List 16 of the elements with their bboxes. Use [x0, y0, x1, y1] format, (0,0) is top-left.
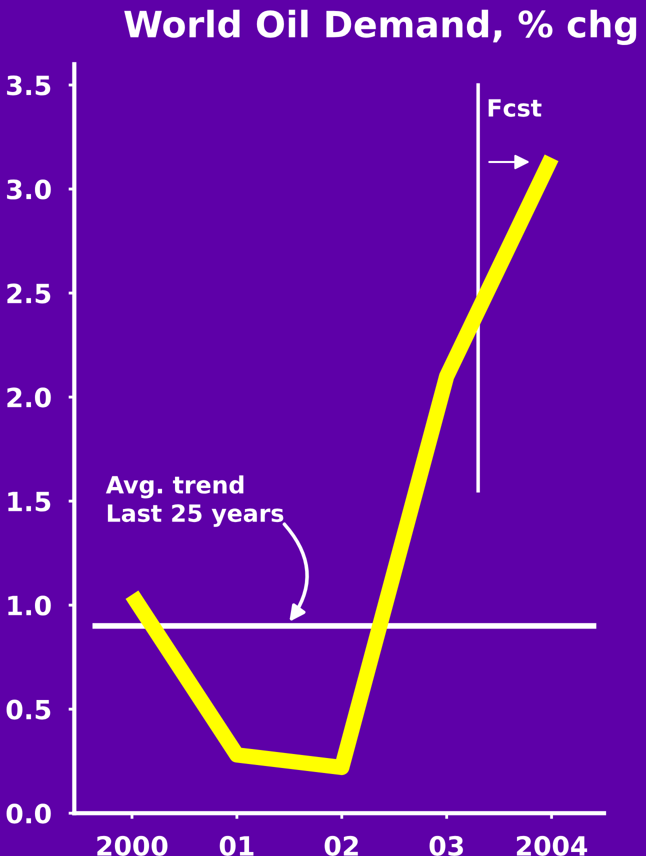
x-tick-label: 2000: [97, 836, 168, 856]
x-tick-label: 01: [220, 836, 254, 856]
y-tick-label: 1.0: [8, 596, 51, 616]
y-tick-label: 3.0: [7, 179, 51, 200]
y-tick-label: 0.5: [6, 700, 50, 720]
ref-line-label: Avg. trend Last 25 years: [106, 475, 284, 527]
y-tick-label: 3.5: [7, 75, 50, 96]
y-tick-label: 2.5: [7, 284, 50, 304]
x-tick-label: 03: [430, 836, 463, 856]
annotation: Fcst: [488, 99, 542, 117]
y-tick-label: 2.0: [7, 388, 51, 408]
x-tick-label: 02: [324, 836, 358, 856]
x-tick-label: 2004: [516, 836, 588, 856]
y-tick-label: 0.0: [6, 804, 51, 824]
y-tick-label: 1.5: [8, 492, 50, 512]
chart-title: World Oil Demand, % chg: [124, 10, 636, 46]
